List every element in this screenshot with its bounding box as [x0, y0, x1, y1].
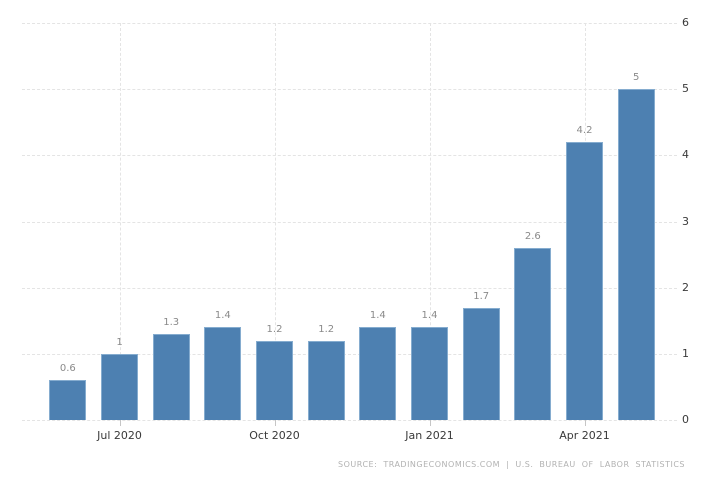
bar-mar-2021 — [514, 247, 552, 420]
bar-jun-2020 — [49, 380, 87, 420]
bar-oct-2020 — [256, 340, 293, 420]
gridline-vertical — [429, 23, 431, 420]
bar-value-label: 0.6 — [59, 363, 76, 375]
y-axis-tick-label: 0 — [682, 413, 689, 426]
y-axis-tick-label: 3 — [682, 214, 689, 228]
bar-apr-2021 — [566, 142, 603, 420]
bar-value-label: 1.4 — [369, 310, 386, 322]
bar-may-2021 — [617, 89, 655, 420]
x-axis-tick-label: Jan 2021 — [405, 429, 454, 442]
bar-dec-2020 — [359, 327, 397, 420]
gridline-horizontal — [22, 221, 677, 223]
gridline-vertical — [274, 23, 276, 420]
bar-value-label: 2.6 — [524, 230, 541, 242]
bar-value-label: 1 — [116, 336, 123, 348]
bar-value-label: 1.7 — [473, 290, 490, 302]
bar-jul-2020 — [101, 353, 138, 420]
gridline-horizontal — [22, 23, 677, 24]
x-axis-tick-mark — [274, 420, 276, 426]
bar-value-label: 5 — [632, 72, 640, 84]
bar-value-label: 4.2 — [576, 125, 593, 137]
y-axis-tick-label: 4 — [682, 148, 689, 162]
gridline-horizontal — [22, 420, 677, 421]
y-axis-tick-label: 6 — [682, 16, 689, 29]
x-axis-tick-mark — [429, 420, 431, 426]
bar-value-label: 1.4 — [214, 310, 231, 322]
x-axis-tick-mark — [584, 420, 586, 426]
gridline-horizontal — [22, 89, 677, 91]
bar-value-label: 1.3 — [163, 316, 180, 328]
x-axis-tick-label: Jul 2020 — [97, 429, 142, 442]
source-credit: SOURCE: TRADINGECONOMICS.COM | U.S. BURE… — [338, 460, 685, 469]
bar-value-label: 1.2 — [266, 323, 283, 335]
y-axis-tick-label: 2 — [682, 280, 689, 294]
bar-value-label: 1.4 — [421, 310, 438, 322]
x-axis-tick-mark — [119, 420, 121, 426]
bar-value-label: 1.2 — [318, 323, 335, 335]
bar-feb-2021 — [462, 307, 500, 420]
y-axis-tick-label: 1 — [682, 346, 689, 360]
bar-jan-2021 — [411, 327, 448, 420]
x-axis-tick-label: Apr 2021 — [559, 429, 610, 442]
y-axis-tick-label: 5 — [682, 82, 689, 96]
gridline-horizontal — [22, 353, 677, 355]
x-axis-tick-label: Oct 2020 — [249, 429, 300, 442]
gridline-horizontal — [22, 155, 677, 157]
gridline-vertical — [119, 23, 121, 420]
bar-sep-2020 — [204, 327, 242, 420]
bar-aug-2020 — [152, 333, 190, 420]
gridline-horizontal — [22, 287, 677, 289]
bar-nov-2020 — [307, 340, 345, 420]
